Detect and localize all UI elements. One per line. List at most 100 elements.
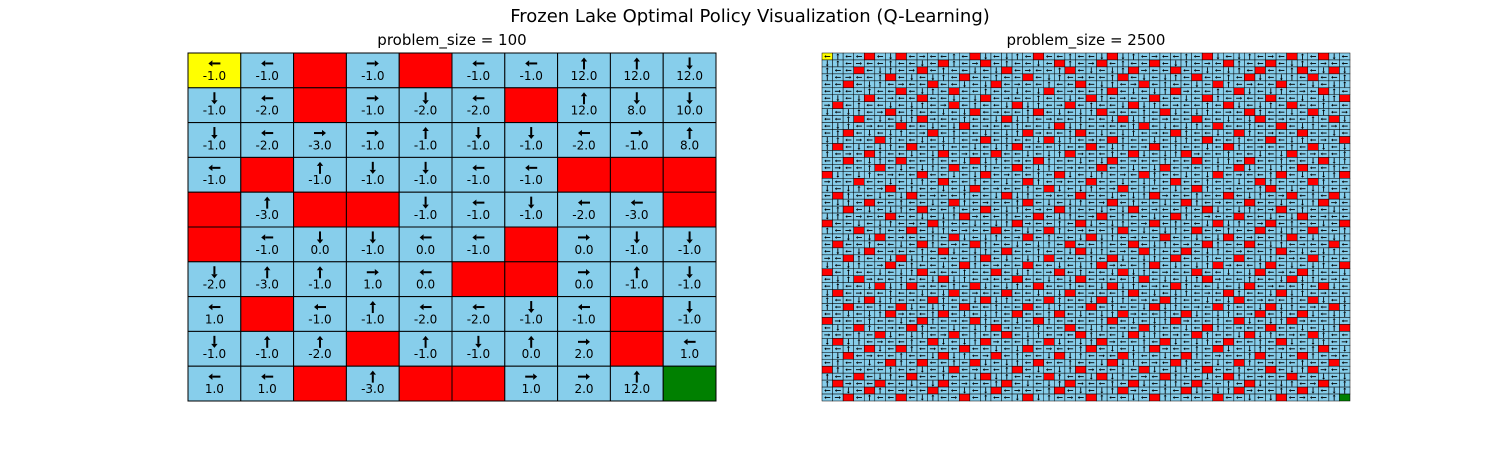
cell-value-label: 12.0: [623, 382, 650, 396]
grid-cell: [1096, 164, 1108, 172]
arrow-head: [993, 166, 996, 170]
arrow-head: [633, 370, 640, 375]
arrow-head: [1204, 284, 1207, 288]
arrow-head: [261, 129, 266, 137]
arrow-head: [1183, 194, 1186, 198]
arrow-head: [834, 187, 837, 191]
arrow-head: [1184, 206, 1188, 209]
arrow-head: [1311, 199, 1315, 202]
arrow-head: [972, 270, 974, 274]
arrow-head: [993, 55, 996, 58]
grid-cell: [1138, 275, 1150, 283]
arrow-head: [994, 120, 998, 123]
cell-value-label: -1.0: [519, 173, 542, 187]
arrow-head: [1056, 242, 1059, 246]
arrow-head: [1257, 138, 1260, 142]
arrow-head: [1037, 169, 1040, 171]
arrow-head: [1174, 266, 1178, 269]
arrow-head: [1215, 194, 1217, 198]
arrow-head: [846, 276, 850, 278]
grid-cell: [1286, 101, 1298, 109]
arrow-head: [889, 60, 893, 63]
arrow-head: [993, 291, 996, 295]
arrow-head: [1109, 249, 1112, 253]
arrow-head: [1088, 166, 1091, 170]
arrow-head: [1193, 145, 1196, 149]
cell-value-label: -2.0: [414, 312, 437, 326]
arrow-head: [1121, 259, 1125, 262]
arrow-head: [1341, 166, 1344, 170]
arrow-head: [940, 173, 943, 177]
arrow-head: [1018, 159, 1021, 163]
arrow-head: [1047, 81, 1051, 84]
arrow-head: [1290, 141, 1294, 143]
cell-value-label: -1.0: [467, 138, 490, 152]
arrow-head: [860, 215, 862, 218]
arrow-head: [919, 222, 922, 225]
arrow-head: [972, 124, 974, 128]
arrow-head: [942, 113, 945, 116]
arrow-head: [1130, 215, 1133, 218]
arrow-head: [1240, 96, 1243, 100]
arrow-head: [1257, 96, 1260, 100]
arrow-head: [1046, 173, 1048, 177]
arrow-head: [1206, 185, 1209, 188]
grid-cell: [895, 52, 907, 61]
arrow-head: [1056, 131, 1059, 135]
arrow-head: [877, 124, 879, 128]
arrow-head: [1119, 124, 1122, 128]
arrow-head: [1162, 222, 1164, 225]
grid-cell: [1011, 143, 1023, 151]
arrow-head: [845, 284, 848, 288]
grid-cell: [832, 240, 844, 249]
arrow-head: [993, 89, 996, 93]
arrow-head: [1132, 130, 1135, 132]
arrow-head: [1172, 173, 1175, 177]
arrow-head: [898, 229, 900, 232]
grid-cell: [916, 205, 928, 214]
arrow-head: [976, 215, 979, 218]
arrow-head: [908, 215, 911, 218]
arrow-head: [929, 138, 932, 142]
arrow-head: [1258, 106, 1262, 109]
arrow-head: [982, 263, 985, 267]
arrow-head: [877, 131, 879, 135]
arrow-head: [1121, 67, 1125, 70]
grid-cell: [1149, 191, 1161, 200]
arrow-head: [1046, 131, 1048, 135]
arrow-head: [1142, 269, 1146, 272]
arrow-head: [1183, 82, 1186, 86]
cell-value-label: -1.0: [255, 69, 278, 83]
cell-value-label: -1.0: [203, 347, 226, 361]
arrow-head: [1056, 96, 1059, 100]
grid-cell: [1064, 289, 1076, 297]
arrow-head: [1288, 249, 1291, 253]
arrow-head: [472, 60, 477, 67]
arrow-head: [1153, 255, 1157, 258]
arrow-head: [261, 234, 266, 241]
arrow-head: [1314, 152, 1317, 156]
arrow-head: [1092, 138, 1095, 142]
cell-value-label: -3.0: [308, 138, 331, 152]
arrow-head: [1332, 171, 1336, 174]
arrow-head: [1005, 213, 1009, 216]
arrow-head: [1121, 134, 1125, 137]
arrow-head: [1100, 88, 1104, 91]
arrow-head: [878, 227, 882, 230]
arrow-head: [1174, 143, 1178, 146]
arrow-head: [855, 55, 858, 58]
arrow-head: [1331, 222, 1333, 225]
arrow-head: [1109, 242, 1112, 246]
arrow-head: [1310, 173, 1312, 177]
grid-cell: [240, 156, 295, 193]
arrow-head: [1109, 215, 1112, 218]
arrow-head: [972, 82, 974, 86]
arrow-head: [825, 150, 829, 153]
arrow-head: [951, 152, 953, 156]
arrow-head: [1332, 88, 1336, 91]
arrow-head: [1153, 248, 1157, 251]
grid-cell: [1159, 164, 1171, 172]
arrow-head: [1162, 263, 1164, 267]
grid-cell: [1191, 268, 1203, 276]
arrow-head: [1024, 284, 1027, 288]
